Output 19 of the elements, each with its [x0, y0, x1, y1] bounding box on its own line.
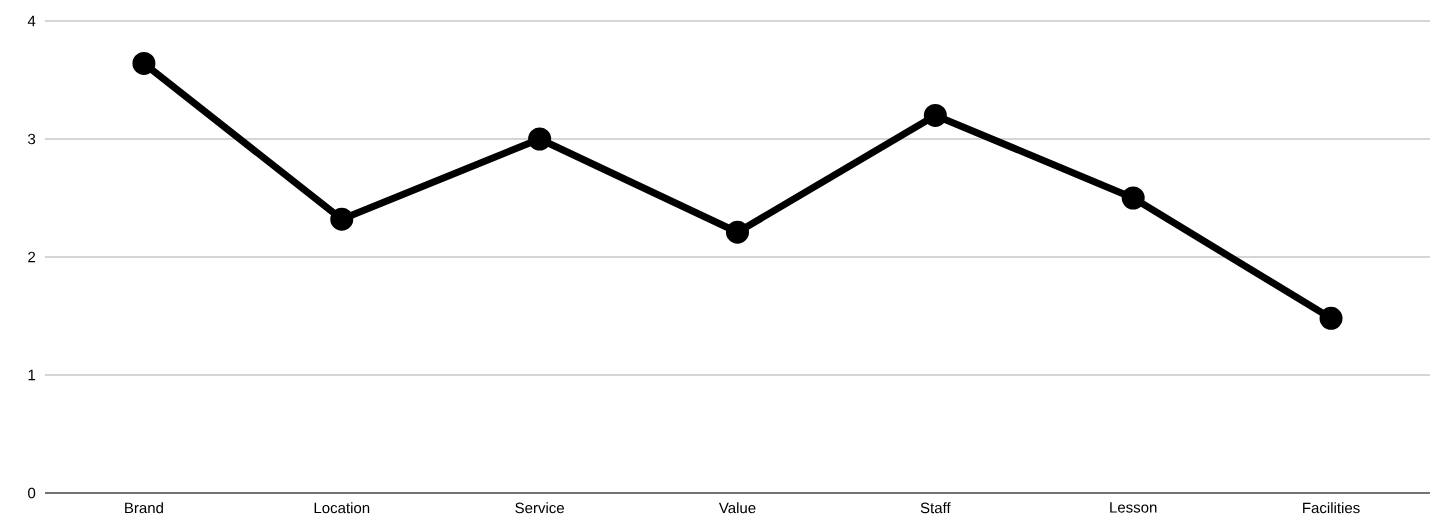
y-tick-label: 2 [28, 251, 36, 263]
y-tick-label: 1 [28, 369, 36, 381]
x-tick-label: Staff [920, 502, 951, 514]
point [330, 207, 354, 231]
x-tick-label: Facilities [1303, 502, 1360, 514]
y-tick-label: 0 [28, 487, 36, 499]
y-tick-label: 3 [28, 133, 36, 145]
x-tick-label: Value [718, 502, 756, 514]
x-tick-label: Service [515, 502, 564, 514]
point [725, 220, 749, 244]
x-tick-label: Location [314, 502, 370, 514]
point [923, 103, 947, 127]
point [528, 127, 552, 151]
point [1121, 186, 1145, 210]
y-tick-label: 4 [27, 15, 36, 27]
point [1319, 306, 1343, 330]
x-tick-label: Lesson [1110, 502, 1157, 513]
point [132, 51, 156, 75]
x-tick-label: Brand [125, 502, 163, 514]
